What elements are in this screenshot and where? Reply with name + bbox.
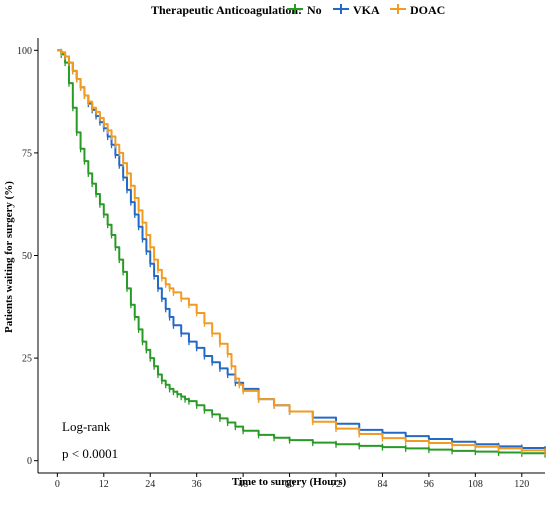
legend-item-doac: DOAC <box>390 3 445 17</box>
legend-label: DOAC <box>410 3 445 17</box>
x-tick-label: 48 <box>238 479 248 490</box>
x-tick-label: 60 <box>285 479 295 490</box>
x-tick-label: 12 <box>99 479 109 490</box>
curve-no <box>57 49 546 455</box>
logrank-label: Log-rank <box>62 419 111 434</box>
legend: Therapeutic Anticoagulation: <box>151 3 302 17</box>
curve-vka <box>57 49 546 450</box>
x-tick-label: 0 <box>55 479 60 490</box>
curves <box>57 48 546 458</box>
legend-label: VKA <box>353 3 380 17</box>
x-tick-label: 120 <box>514 479 529 490</box>
x-tick-label: 24 <box>145 479 155 490</box>
y-tick-label: 100 <box>17 46 32 57</box>
x-tick-label: 108 <box>468 479 483 490</box>
axes: 0 12 24 36 48 60 72 84 96 108 120 0 25 50 75 100 <box>17 38 545 490</box>
x-tick-label: 72 <box>331 479 341 490</box>
x-tick-label: 96 <box>424 479 434 490</box>
x-axis-title: Time to surgery (Hours) <box>232 476 347 488</box>
legend-items: No VKA DOAC <box>287 3 445 17</box>
curve-doac <box>57 49 546 452</box>
y-tick-label: 75 <box>22 148 32 159</box>
legend-label: No <box>307 3 322 17</box>
y-tick-label: 25 <box>22 354 32 365</box>
x-tick-label: 36 <box>192 479 202 490</box>
y-tick-label: 50 <box>22 251 32 262</box>
legend-title: Therapeutic Anticoagulation: <box>151 3 302 17</box>
y-axis-title: Patients waiting for surgery (%) <box>3 181 15 333</box>
legend-item-vka: VKA <box>333 3 380 17</box>
x-tick-label: 84 <box>377 479 387 490</box>
y-tick-label: 0 <box>27 456 32 467</box>
legend-item-no: No <box>287 3 322 17</box>
pvalue-label: p < 0.0001 <box>62 446 118 461</box>
